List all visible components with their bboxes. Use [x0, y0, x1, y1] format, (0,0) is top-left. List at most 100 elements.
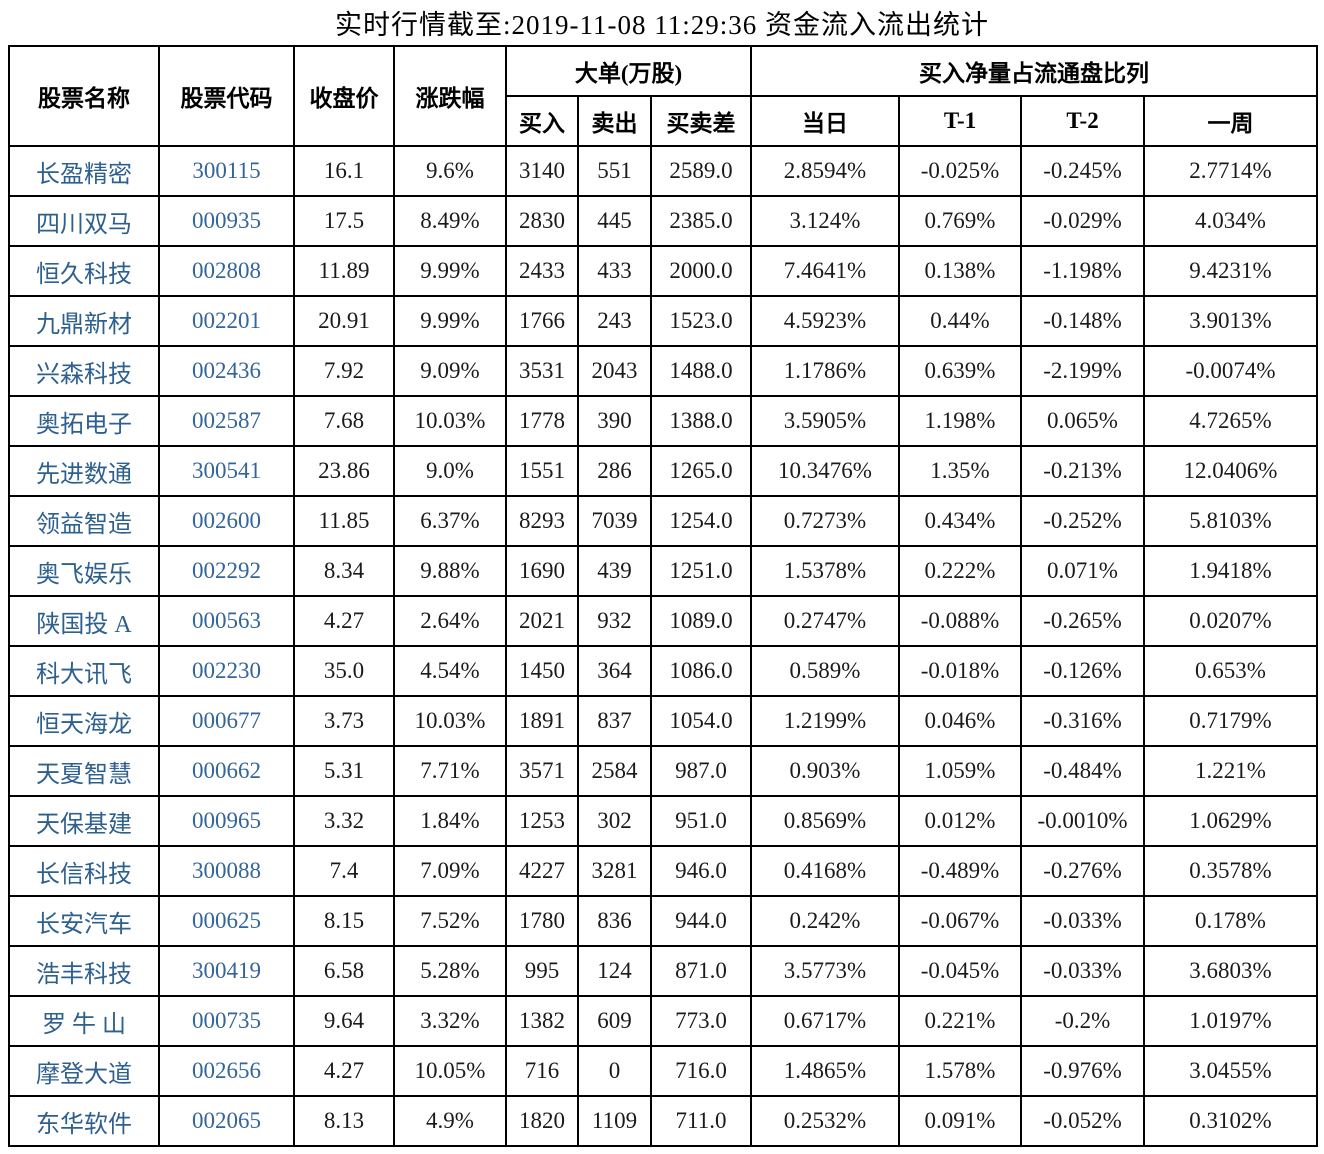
- stock-code-cell: 300419: [158, 945, 295, 997]
- week-cell: 1.0197%: [1143, 995, 1319, 1047]
- t1-cell: 1.198%: [898, 395, 1023, 447]
- header-row-subcolumns: 买入 卖出 买卖差 当日 T-1 T-2 一周: [9, 95, 1319, 147]
- table-row: 长信科技 300088 7.4 7.09% 4227 3281 946.0 0.4168% -0…: [8, 845, 1319, 897]
- sell-cell: 433: [577, 245, 652, 297]
- t1-cell: 0.639%: [898, 345, 1023, 397]
- table-row: 奥飞娱乐 002292 8.34 9.88% 1690 439 1251.0 1.5378% 0…: [8, 545, 1319, 597]
- column-header-t1: T-1: [898, 95, 1023, 147]
- diff-cell: 1265.0: [649, 445, 753, 497]
- stock-name-cell: 九鼎新材: [8, 295, 160, 347]
- sell-cell: 2584: [577, 745, 652, 797]
- t2-cell: -0.148%: [1020, 295, 1146, 347]
- table-body: 长盈精密 300115 16.1 9.6% 3140 551 2589.0 2.8594% -0…: [8, 145, 1319, 1147]
- today-cell: 3.5905%: [750, 395, 901, 447]
- t2-cell: -1.198%: [1020, 245, 1146, 297]
- table-row: 浩丰科技 300419 6.58 5.28% 995 124 871.0 3.5773% -0.…: [8, 945, 1319, 997]
- change-pct-cell: 6.37%: [393, 495, 507, 547]
- today-cell: 0.2532%: [750, 1095, 901, 1147]
- table-row: 天保基建 000965 3.32 1.84% 1253 302 951.0 0.8569% 0.…: [8, 795, 1319, 847]
- t1-cell: 0.769%: [898, 195, 1023, 247]
- column-header-week: 一周: [1143, 95, 1319, 147]
- t2-cell: -0.033%: [1020, 895, 1146, 947]
- buy-cell: 1780: [505, 895, 579, 947]
- t1-cell: 0.012%: [898, 795, 1023, 847]
- stock-code-cell: 002292: [158, 545, 295, 597]
- change-pct-cell: 4.54%: [393, 645, 507, 697]
- change-pct-cell: 7.09%: [393, 845, 507, 897]
- close-price-cell: 9.64: [293, 995, 395, 1047]
- close-price-cell: 5.31: [293, 745, 395, 797]
- week-cell: 3.9013%: [1143, 295, 1319, 347]
- t1-cell: -0.067%: [898, 895, 1023, 947]
- change-pct-cell: 10.05%: [393, 1045, 507, 1097]
- today-cell: 0.7273%: [750, 495, 901, 547]
- table-row: 四川双马 000935 17.5 8.49% 2830 445 2385.0 3.124% 0.…: [8, 195, 1319, 247]
- fund-flow-table: 股票名称 股票代码 收盘价 涨跌幅 大单(万股) 买入净量占流通盘比列 买入 卖…: [8, 45, 1319, 1147]
- change-pct-cell: 7.52%: [393, 895, 507, 947]
- t2-cell: -0.265%: [1020, 595, 1146, 647]
- table-row: 长盈精密 300115 16.1 9.6% 3140 551 2589.0 2.8594% -0…: [8, 145, 1319, 197]
- stock-name-cell: 天夏智慧: [8, 745, 160, 797]
- table-row: 奥拓电子 002587 7.68 10.03% 1778 390 1388.0 3.5905%…: [8, 395, 1319, 447]
- close-price-cell: 6.58: [293, 945, 395, 997]
- week-cell: 1.0629%: [1143, 795, 1319, 847]
- change-pct-cell: 1.84%: [393, 795, 507, 847]
- buy-cell: 1766: [505, 295, 579, 347]
- week-cell: 4.034%: [1143, 195, 1319, 247]
- buy-cell: 1778: [505, 395, 579, 447]
- close-price-cell: 3.32: [293, 795, 395, 847]
- diff-cell: 1054.0: [649, 695, 753, 747]
- close-price-cell: 7.92: [293, 345, 395, 397]
- t1-cell: 0.221%: [898, 995, 1023, 1047]
- table-row: 恒天海龙 000677 3.73 10.03% 1891 837 1054.0 1.2199%…: [8, 695, 1319, 747]
- diff-cell: 1089.0: [649, 595, 753, 647]
- sell-cell: 837: [577, 695, 652, 747]
- change-pct-cell: 9.99%: [393, 295, 507, 347]
- today-cell: 0.242%: [750, 895, 901, 947]
- stock-code-cell: 002436: [158, 345, 295, 397]
- buy-cell: 1253: [505, 795, 579, 847]
- table-row: 天夏智慧 000662 5.31 7.71% 3571 2584 987.0 0.903% 1.…: [8, 745, 1319, 797]
- stock-name-cell: 陕国投 A: [8, 595, 160, 647]
- stock-code-cell: 002065: [158, 1095, 295, 1147]
- today-cell: 1.1786%: [750, 345, 901, 397]
- sell-cell: 551: [577, 145, 652, 197]
- sell-cell: 932: [577, 595, 652, 647]
- change-pct-cell: 3.32%: [393, 995, 507, 1047]
- t2-cell: -0.976%: [1020, 1045, 1146, 1097]
- today-cell: 1.5378%: [750, 545, 901, 597]
- t2-cell: -0.213%: [1020, 445, 1146, 497]
- sell-cell: 7039: [577, 495, 652, 547]
- stock-name-cell: 奥飞娱乐: [8, 545, 160, 597]
- t2-cell: -0.033%: [1020, 945, 1146, 997]
- stock-code-cell: 002587: [158, 395, 295, 447]
- stock-name-cell: 兴森科技: [8, 345, 160, 397]
- table-row: 长安汽车 000625 8.15 7.52% 1780 836 944.0 0.242% -0.…: [8, 895, 1319, 947]
- sell-cell: 1109: [577, 1095, 652, 1147]
- today-cell: 0.4168%: [750, 845, 901, 897]
- table-row: 领益智造 002600 11.85 6.37% 8293 7039 1254.0 0.7273…: [8, 495, 1319, 547]
- stock-code-cell: 002808: [158, 245, 295, 297]
- close-price-cell: 20.91: [293, 295, 395, 347]
- change-pct-cell: 10.03%: [393, 395, 507, 447]
- t2-cell: 0.071%: [1020, 545, 1146, 597]
- buy-cell: 995: [505, 945, 579, 997]
- buy-cell: 1690: [505, 545, 579, 597]
- close-price-cell: 17.5: [293, 195, 395, 247]
- close-price-cell: 8.34: [293, 545, 395, 597]
- stock-code-cell: 002656: [158, 1045, 295, 1097]
- diff-cell: 2589.0: [649, 145, 753, 197]
- t2-cell: -0.052%: [1020, 1095, 1146, 1147]
- week-cell: -0.0074%: [1143, 345, 1319, 397]
- sell-cell: 286: [577, 445, 652, 497]
- table-row: 科大讯飞 002230 35.0 4.54% 1450 364 1086.0 0.589% -0…: [8, 645, 1319, 697]
- buy-cell: 4227: [505, 845, 579, 897]
- t2-cell: -0.245%: [1020, 145, 1146, 197]
- week-cell: 0.653%: [1143, 645, 1319, 697]
- close-price-cell: 8.13: [293, 1095, 395, 1147]
- stock-code-cell: 000625: [158, 895, 295, 947]
- stock-code-cell: 300088: [158, 845, 295, 897]
- change-pct-cell: 7.71%: [393, 745, 507, 797]
- change-pct-cell: 9.6%: [393, 145, 507, 197]
- stock-code-cell: 000935: [158, 195, 295, 247]
